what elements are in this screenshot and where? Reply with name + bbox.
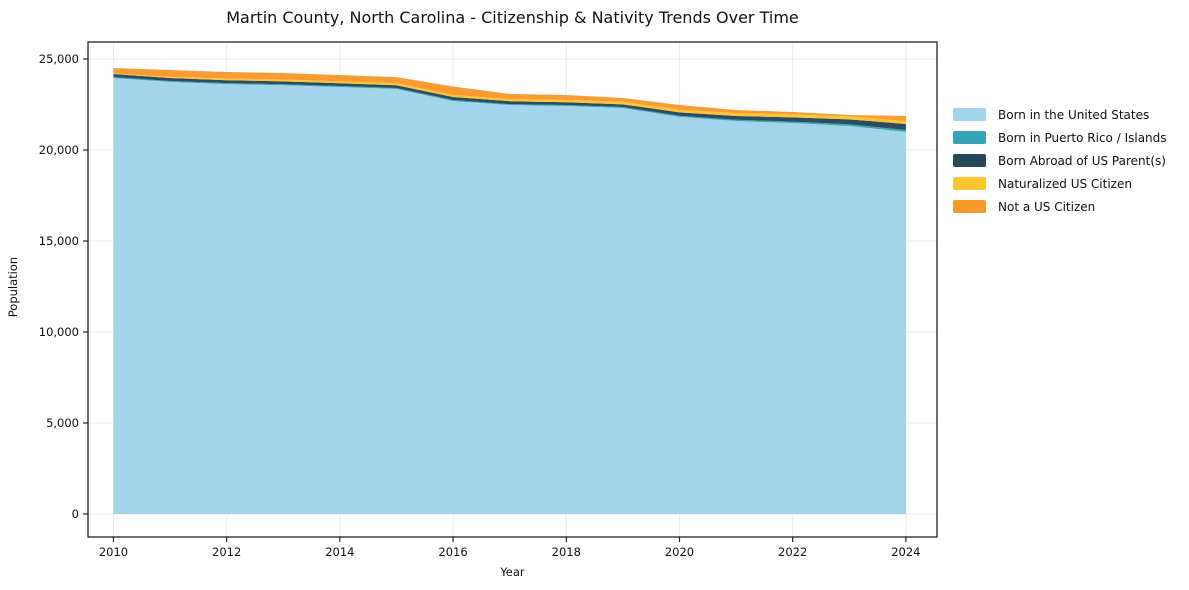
area-series-4 [113,68,906,121]
legend-item-2: Born Abroad of US Parent(s) [953,149,1167,172]
area-series-0 [113,77,906,515]
y-tick-label: 10,000 [38,324,79,339]
x-tick-label: 2016 [438,545,468,559]
legend-item-1: Born in Puerto Rico / Islands [953,126,1167,149]
legend-label: Naturalized US Citizen [998,176,1132,191]
x-tick-label: 2024 [891,545,921,559]
area-series-1 [113,77,906,132]
legend-item-4: Not a US Citizen [953,195,1167,218]
y-tick-label: 20,000 [38,142,79,157]
legend-label: Born in Puerto Rico / Islands [998,130,1167,145]
y-axis-title: Population [6,256,20,318]
x-tick-label: 2010 [98,545,129,559]
legend-label: Born Abroad of US Parent(s) [998,153,1166,168]
x-tick-label: 2014 [325,545,355,559]
legend-item-0: Born in the United States [953,103,1167,126]
legend-swatch-icon [953,131,986,144]
x-tick-label: 2022 [778,545,808,559]
plot-border [87,41,938,538]
x-tick-label: 2018 [551,545,581,559]
legend-swatch-icon [953,177,986,190]
area-series-3 [113,73,906,124]
y-tick-label: 0 [71,506,79,521]
area-series-2 [113,74,906,130]
legend-swatch-icon [953,154,986,167]
legend: Born in the United States Born in Puerto … [953,103,1167,218]
legend-swatch-icon [953,108,986,121]
x-tick-label: 2020 [664,545,695,559]
x-tick-label: 2012 [212,545,242,559]
chart-title: Martin County, North Carolina - Citizens… [226,8,799,27]
legend-item-3: Naturalized US Citizen [953,172,1167,195]
x-axis-title: Year [500,565,525,579]
legend-label: Not a US Citizen [998,199,1096,214]
y-tick-label: 15,000 [38,233,79,248]
y-tick-label: 25,000 [38,51,79,66]
legend-swatch-icon [953,200,986,213]
y-tick-label: 5,000 [46,415,79,430]
legend-label: Born in the United States [998,107,1150,122]
